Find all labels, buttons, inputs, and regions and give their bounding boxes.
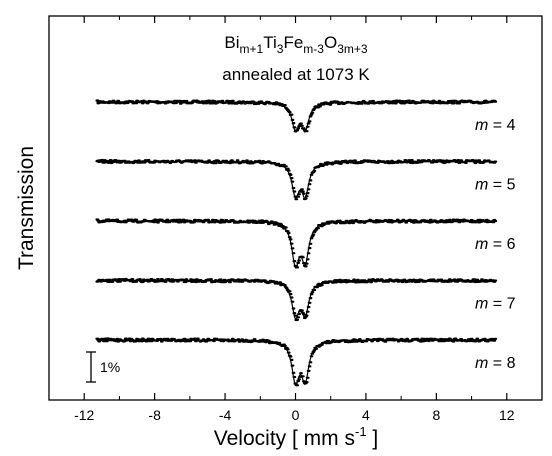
formula-title: Bim+1Ti3Fem-3O3m+3: [224, 33, 367, 56]
series-label-value: = 6: [488, 236, 515, 253]
scale-bar-label: 1%: [100, 359, 120, 375]
m-labels: m = 4m = 5m = 6m = 7m = 8: [475, 117, 516, 372]
x-tick-label-2: -4: [219, 407, 232, 423]
spectrum-7: [95, 277, 498, 322]
spectrum-4: [95, 99, 498, 133]
x-tick-label-6: 12: [499, 407, 515, 423]
x-tick-label-5: 8: [432, 407, 440, 423]
spectrum-8: [95, 337, 498, 387]
x-title-main: Velocity [ mm s: [214, 427, 355, 450]
formula-part-3: 3: [277, 42, 284, 56]
spectrum-fit-4: [96, 101, 495, 133]
y-axis-title: Transmission: [15, 146, 38, 270]
x-title-end: ]: [367, 427, 379, 450]
spectrum-points-5: [95, 158, 498, 201]
formula-part-7: 3m+3: [337, 42, 368, 56]
series-label-var: m: [475, 355, 488, 372]
series-label-value: = 5: [488, 177, 515, 194]
spectrum-5: [95, 158, 498, 201]
formula-part-6: O: [324, 33, 337, 52]
spectrum-fit-8: [96, 339, 495, 387]
series-label-value: = 4: [488, 117, 515, 134]
series-label-5: m = 5: [475, 177, 516, 194]
spectra: [95, 99, 498, 387]
spectrum-points-8: [95, 337, 498, 387]
formula-part-0: Bi: [224, 33, 239, 52]
formula-part-5: m-3: [303, 42, 324, 56]
subtitle: annealed at 1073 K: [222, 65, 370, 84]
spectrum-points-4: [95, 99, 498, 133]
x-tick-label-0: -12: [74, 407, 94, 423]
spectrum-fit-5: [96, 160, 495, 200]
formula-part-4: Fe: [283, 33, 303, 52]
series-label-4: m = 4: [475, 117, 516, 134]
spectrum-fit-6: [96, 220, 495, 269]
spectrum-6: [95, 218, 498, 269]
spectrum-fit-7: [96, 279, 495, 320]
series-label-8: m = 8: [475, 355, 516, 372]
series-label-value: = 8: [488, 355, 515, 372]
x-tick-label-3: 0: [292, 407, 300, 423]
x-axis-ticks: -12 -8 -4 0 4 8 12: [48, 16, 543, 423]
spectrum-points-7: [95, 277, 498, 322]
series-label-6: m = 6: [475, 236, 516, 253]
series-label-var: m: [475, 177, 488, 194]
series-label-var: m: [475, 117, 488, 134]
formula-part-1: m+1: [240, 42, 264, 56]
series-label-var: m: [475, 296, 488, 313]
series-label-var: m: [475, 236, 488, 253]
x-tick-label-1: -8: [148, 407, 161, 423]
formula-part-2: Ti: [263, 33, 277, 52]
x-title-sup: -1: [355, 424, 367, 439]
series-label-value: = 7: [488, 296, 515, 313]
spectrum-points-6: [95, 218, 498, 269]
x-tick-label-4: 4: [362, 407, 370, 423]
scale-bar: 1%: [86, 351, 120, 383]
x-axis-title: Velocity [ mm s-1 ]: [214, 424, 378, 450]
series-label-7: m = 7: [475, 296, 516, 313]
